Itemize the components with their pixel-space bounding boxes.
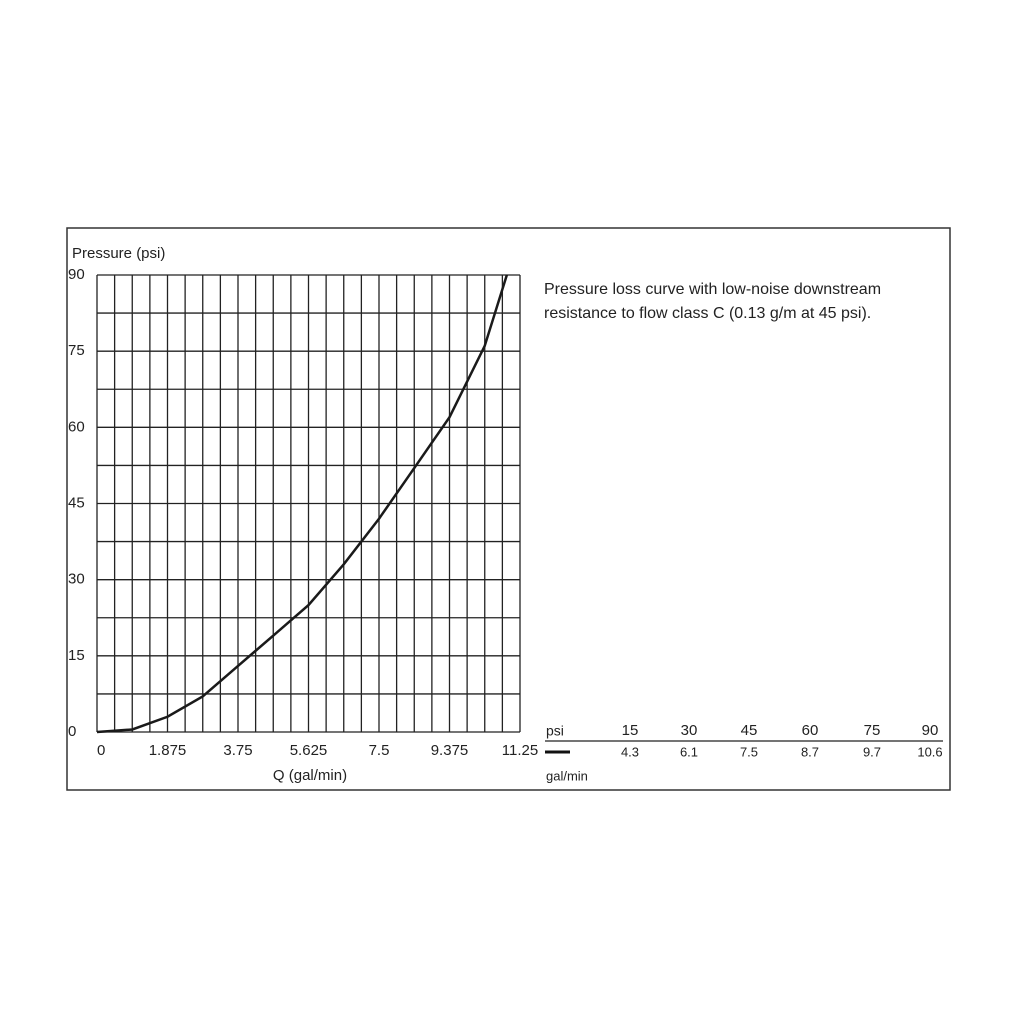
x-tick-label: 1.875: [149, 742, 187, 759]
table-value: 9.7: [863, 744, 881, 759]
x-tick-label: 5.625: [290, 742, 328, 759]
table-value: 6.1: [680, 744, 698, 759]
table-header: 45: [741, 722, 758, 739]
table-header: 60: [802, 722, 819, 739]
y-tick-label: 30: [68, 571, 85, 588]
table-header: 30: [681, 722, 698, 739]
chart-frame: [66, 227, 951, 791]
x-axis-label: Q (gal/min): [273, 767, 347, 784]
y-tick-label: 0: [68, 723, 76, 740]
y-tick-label: 90: [68, 266, 85, 283]
table-value: 10.6: [917, 744, 942, 759]
annotation: Pressure loss curve with low-noise downs…: [544, 281, 882, 322]
y-tick-label: 60: [68, 418, 85, 435]
table-header: 15: [622, 722, 639, 739]
annotation-box: Pressure loss curve with low-noise downs…: [544, 281, 882, 322]
table-row-label: gal/min: [546, 768, 588, 783]
y-tick-label: 15: [68, 647, 85, 664]
table-value: 4.3: [621, 744, 639, 759]
x-tick-label: 3.75: [223, 742, 252, 759]
table-header-label: psi: [546, 723, 564, 739]
x-tick-label: 9.375: [431, 742, 469, 759]
table-value: 8.7: [801, 744, 819, 759]
y-tick-label: 45: [68, 494, 85, 511]
y-axis-label: Pressure (psi): [72, 245, 165, 262]
x-tick-label: 0: [97, 742, 105, 759]
table-header: 90: [922, 722, 939, 739]
data-line: [96, 274, 509, 734]
table-value: 7.5: [740, 744, 758, 759]
x-tick-label: 7.5: [369, 742, 390, 759]
table-header: 75: [864, 722, 881, 739]
x-tick-label: 11.25: [502, 742, 538, 759]
y-tick-label: 75: [68, 342, 85, 359]
